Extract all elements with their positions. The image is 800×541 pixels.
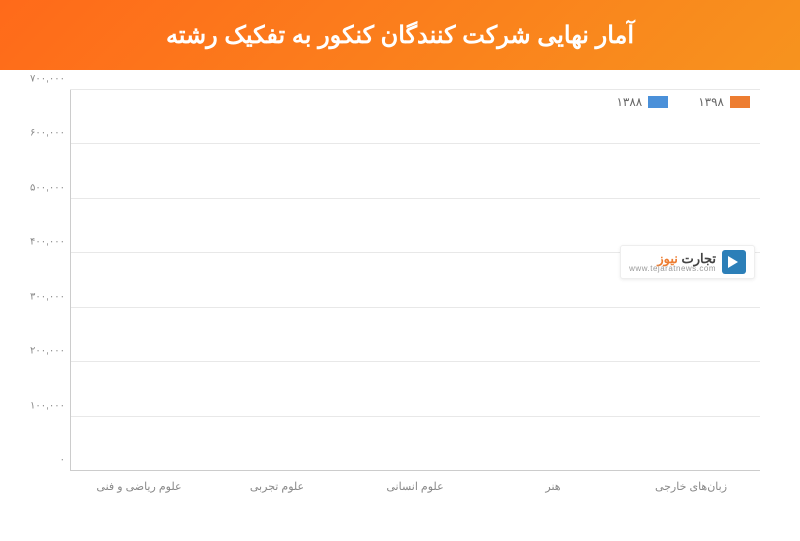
grid-line — [70, 143, 760, 144]
plot-area — [70, 90, 760, 471]
x-label: هنر — [484, 480, 622, 493]
x-label: علوم تجربی — [208, 480, 346, 493]
grid-line — [70, 198, 760, 199]
x-label: علوم انسانی — [346, 480, 484, 493]
y-tick: ۶۰۰,۰۰۰ — [20, 128, 65, 139]
watermark-text: تجارت نیوز www.tejaratnews.com — [629, 252, 716, 273]
header-banner: آمار نهایی شرکت کنندگان کنکور به تفکیک ر… — [0, 0, 800, 70]
grid-line — [70, 416, 760, 417]
grid-line — [70, 307, 760, 308]
y-axis: ۰ ۱۰۰,۰۰۰ ۲۰۰,۰۰۰ ۳۰۰,۰۰۰ ۴۰۰,۰۰۰ ۵۰۰,۰۰۰ ۶۰۰,… — [20, 90, 65, 471]
y-tick: ۱۰۰,۰۰۰ — [20, 400, 65, 411]
watermark-url: www.tejaratnews.com — [629, 265, 716, 273]
x-axis-line — [70, 470, 760, 471]
y-tick: ۴۰۰,۰۰۰ — [20, 237, 65, 248]
y-tick: ۳۰۰,۰۰۰ — [20, 291, 65, 302]
watermark-brand: تجارت نیوز — [629, 252, 716, 265]
watermark-logo-icon — [722, 250, 746, 274]
grid-line — [70, 89, 760, 90]
y-tick: ۲۰۰,۰۰۰ — [20, 346, 65, 357]
y-tick: ۷۰۰,۰۰۰ — [20, 74, 65, 85]
chart-container: ۱۳۹۸ ۱۳۸۸ ۰۱۰۰,۰۰۰۲۰۰,۰۰۰۳۰۰,۰۰۰۴۰۰,۰۰۰۵… — [70, 90, 760, 491]
watermark: تجارت نیوز www.tejaratnews.com — [620, 245, 755, 279]
y-tick: ۰ — [20, 455, 65, 466]
x-label: علوم ریاضی و فنی — [70, 480, 208, 493]
y-tick: ۵۰۰,۰۰۰ — [20, 182, 65, 193]
grid-line — [70, 361, 760, 362]
y-axis-line — [70, 90, 71, 471]
x-label: زبان‌های خارجی — [622, 480, 760, 493]
page-title: آمار نهایی شرکت کنندگان کنکور به تفکیک ر… — [166, 21, 634, 50]
